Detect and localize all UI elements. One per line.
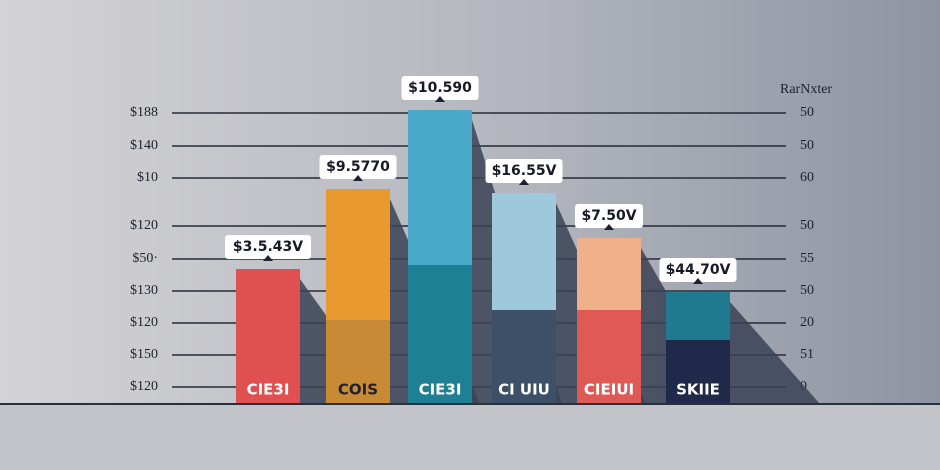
bar-bottom <box>577 310 641 404</box>
bar-bottom <box>326 320 390 404</box>
callout-box <box>485 159 563 183</box>
left-axis-label: $120 <box>130 315 158 330</box>
left-axis-label: $150 <box>130 347 158 362</box>
right-axis-title: RarNxter <box>780 82 832 97</box>
left-axis-label: $188 <box>130 105 158 120</box>
bar-text: CIE3I <box>419 381 462 399</box>
bar-top <box>492 193 556 310</box>
callout-box <box>225 235 311 259</box>
callout-label: $44.70V <box>666 262 731 278</box>
callout-label: $7.50V <box>581 208 636 224</box>
bar-bottom <box>492 310 556 404</box>
callout-pointer <box>693 278 703 284</box>
right-axis-label: 50 <box>800 138 814 153</box>
bar-top <box>666 292 730 340</box>
left-axis-label: $50· <box>132 251 158 266</box>
bar-text: CIEIUI <box>584 381 634 399</box>
callout-box <box>401 76 479 100</box>
floor <box>0 405 940 470</box>
left-axis-label: $140 <box>130 138 158 153</box>
bar-text: CIE3I <box>247 381 290 399</box>
bar-top <box>577 238 641 310</box>
callout-label: $16.55V <box>492 163 557 179</box>
callout-label: $10.590 <box>408 80 472 96</box>
left-axis-label: $120 <box>130 218 158 233</box>
left-axis-label: $130 <box>130 283 158 298</box>
right-axis-label: 60 <box>800 170 814 185</box>
bar-text: COIS <box>338 381 378 399</box>
callout-pointer <box>604 224 614 230</box>
callout-box <box>575 204 643 228</box>
callout-box <box>659 258 737 282</box>
right-axis-label: 50 <box>800 105 814 120</box>
callout-pointer <box>519 179 529 185</box>
bar-bottom <box>666 340 730 404</box>
right-axis-label: 20 <box>800 315 814 330</box>
callout-pointer <box>263 255 273 261</box>
right-axis-label: 51 <box>800 347 814 362</box>
bar-top <box>408 110 472 265</box>
callout-label: $9.5770 <box>326 159 390 175</box>
left-axis-label: $120 <box>130 379 158 394</box>
right-axis-label: 55 <box>800 251 814 266</box>
callout-pointer <box>435 96 445 102</box>
right-axis-label: 50 <box>800 218 814 233</box>
callout-pointer <box>353 175 363 181</box>
bar-text: CI UIU <box>498 381 550 399</box>
bar-top <box>236 269 300 404</box>
callout-box <box>319 155 397 179</box>
bar-top <box>326 189 390 320</box>
bar-bottom <box>408 265 472 404</box>
callout-label: $3.5.43V <box>233 239 303 255</box>
bar-text: SKIIE <box>676 381 720 399</box>
right-axis-label: 50 <box>800 283 814 298</box>
left-axis-label: $10 <box>137 170 158 185</box>
bar-shadow <box>730 302 820 404</box>
